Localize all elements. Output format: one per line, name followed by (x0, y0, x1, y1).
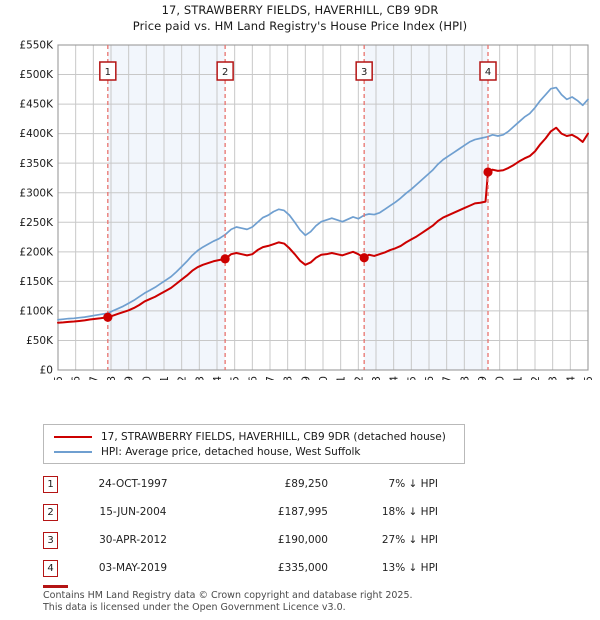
x-axis-tick-label: 2018 (459, 376, 471, 380)
row-date: 15-JUN-2004 (99, 506, 167, 518)
y-axis-tick-label: £350K (19, 158, 54, 170)
row-badge: 1 (43, 475, 58, 493)
transactions-table: 1 24-OCT-1997 £89,250 7% ↓ HPI 2 15-JUN-… (43, 470, 473, 582)
row-price: £89,250 (284, 478, 328, 490)
legend-label-hpi: HPI: Average price, detached house, West… (101, 445, 361, 458)
x-axis-tick-label: 2011 (336, 376, 348, 380)
legend-item-hpi: HPI: Average price, detached house, West… (50, 444, 458, 459)
x-axis-tick-label: 2013 (371, 376, 383, 380)
x-axis-tick-label: 2010 (318, 376, 330, 380)
x-axis-tick-label: 2008 (283, 376, 295, 380)
y-axis-tick-label: £550K (19, 40, 54, 52)
x-axis-tick-label: 2017 (442, 376, 454, 380)
row-badge: 2 (43, 503, 58, 521)
chart-svg: £0 £50K £100K £150K £200K £250K £300K £350K £400… (19, 40, 595, 380)
transaction-marker-number: 1 (105, 67, 111, 78)
legend-label-price: 17, STRAWBERRY FIELDS, HAVERHILL, CB9 9D… (101, 430, 446, 443)
x-axis-tick-label: 2024 (565, 376, 577, 380)
x-axis-tick-label: 2020 (495, 376, 507, 380)
x-axis-tick-label: 2002 (177, 376, 189, 380)
row-hpi-delta: 13% ↓ HPI (381, 562, 438, 574)
legend-swatch-hpi (54, 450, 92, 453)
row-hpi-delta: 27% ↓ HPI (381, 534, 438, 546)
transaction-marker-box (216, 61, 234, 81)
y-axis-tick-label: £300K (19, 187, 54, 199)
x-axis-tick-label: 2006 (247, 376, 259, 380)
x-axis-tick-label: 1996 (71, 376, 83, 380)
transaction-marker-number: 4 (485, 67, 491, 78)
transaction-marker-box (355, 61, 373, 81)
table-row: 2 15-JUN-2004 £187,995 18% ↓ HPI (43, 498, 473, 526)
footer-line-1: Contains HM Land Registry data © Crown c… (43, 590, 413, 601)
y-axis-tick-label: £200K (19, 246, 54, 258)
x-axis-tick-label: 2009 (300, 376, 312, 380)
y-axis-tick-label: £400K (19, 128, 54, 140)
transaction-point (103, 312, 113, 322)
y-axis-tick-label: £150K (19, 276, 54, 288)
x-axis-tick-label: 2004 (212, 376, 224, 380)
hpi-line (57, 86, 589, 321)
x-axis-tick-label: 1997 (88, 376, 100, 380)
y-axis-tick-label: £500K (19, 69, 54, 81)
x-axis-tick-label: 1995 (53, 376, 65, 380)
row-date: 30-APR-2012 (99, 534, 167, 546)
x-axis-tick-label: 2016 (424, 376, 436, 380)
row-badge: 4 (43, 559, 58, 577)
row-price: £187,995 (277, 506, 328, 518)
y-axis-tick-label: £50K (26, 335, 54, 347)
x-axis-tick-label: 2005 (230, 376, 242, 380)
row-price: £190,000 (277, 534, 328, 546)
x-axis-tick-label: 2019 (477, 376, 489, 380)
x-axis-tick-label: 2012 (353, 376, 365, 380)
x-axis-tick-label: 2023 (548, 376, 560, 380)
row-badge: 3 (43, 531, 58, 549)
transaction-marker-box (479, 61, 497, 81)
footer-line-2: This data is licensed under the Open Gov… (43, 601, 346, 613)
x-axis-tick-label: 2007 (265, 376, 277, 380)
transaction-point (220, 254, 230, 264)
x-axis-tick-label: 2014 (389, 376, 401, 380)
x-axis-tick-label: 2025 (583, 376, 595, 380)
row-date: 03-MAY-2019 (98, 562, 168, 574)
legend-item-price: 17, STRAWBERRY FIELDS, HAVERHILL, CB9 9D… (50, 429, 458, 444)
title-line-1: 17, STRAWBERRY FIELDS, HAVERHILL, CB9 9D… (161, 3, 439, 17)
x-axis-tick-label: 2000 (141, 376, 153, 380)
plot-border (57, 44, 589, 371)
row-hpi-delta: 7% ↓ HPI (388, 478, 438, 490)
x-axis-tick-label: 2003 (194, 376, 206, 380)
y-axis-tick-label: £450K (19, 99, 54, 111)
transaction-marker-box (99, 61, 117, 81)
y-axis-tick-label: £250K (19, 217, 54, 229)
transaction-point (483, 167, 493, 177)
transaction-point (359, 253, 369, 263)
legend-swatch-price (54, 435, 92, 438)
title-line-2: Price paid vs. HM Land Registry's House … (132, 19, 468, 33)
shaded-band (107, 45, 226, 370)
table-row: 1 24-OCT-1997 £89,250 7% ↓ HPI (43, 470, 473, 498)
row-price: £335,000 (277, 562, 328, 574)
y-axis-tick-label: £100K (19, 306, 54, 318)
transaction-marker-number: 2 (222, 67, 228, 78)
table-row: 3 30-APR-2012 £190,000 27% ↓ HPI (43, 526, 473, 554)
x-axis-tick-label: 1998 (106, 376, 118, 380)
x-axis-tick-label: 2015 (406, 376, 418, 380)
page-title: 17, STRAWBERRY FIELDS, HAVERHILL, CB9 9D… (0, 2, 600, 34)
footer-attribution: Contains HM Land Registry data © Crown c… (43, 590, 563, 613)
x-axis-tick-label: 2001 (159, 376, 171, 380)
chart-legend: 17, STRAWBERRY FIELDS, HAVERHILL, CB9 9D… (43, 424, 465, 464)
footer-divider (43, 585, 68, 588)
x-axis-tick-label: 1999 (124, 376, 136, 380)
price-paid-line (57, 126, 589, 324)
shaded-band (364, 45, 489, 370)
y-axis-tick-label: £0 (40, 365, 53, 377)
x-axis-tick-label: 2021 (512, 376, 524, 380)
price-history-chart: £0 £50K £100K £150K £200K £250K £300K £350K £400… (0, 40, 600, 380)
row-hpi-delta: 18% ↓ HPI (381, 506, 438, 518)
x-axis-tick-label: 2022 (530, 376, 542, 380)
row-date: 24-OCT-1997 (98, 478, 168, 490)
table-row: 4 03-MAY-2019 £335,000 13% ↓ HPI (43, 554, 473, 582)
transaction-marker-number: 3 (361, 67, 367, 78)
